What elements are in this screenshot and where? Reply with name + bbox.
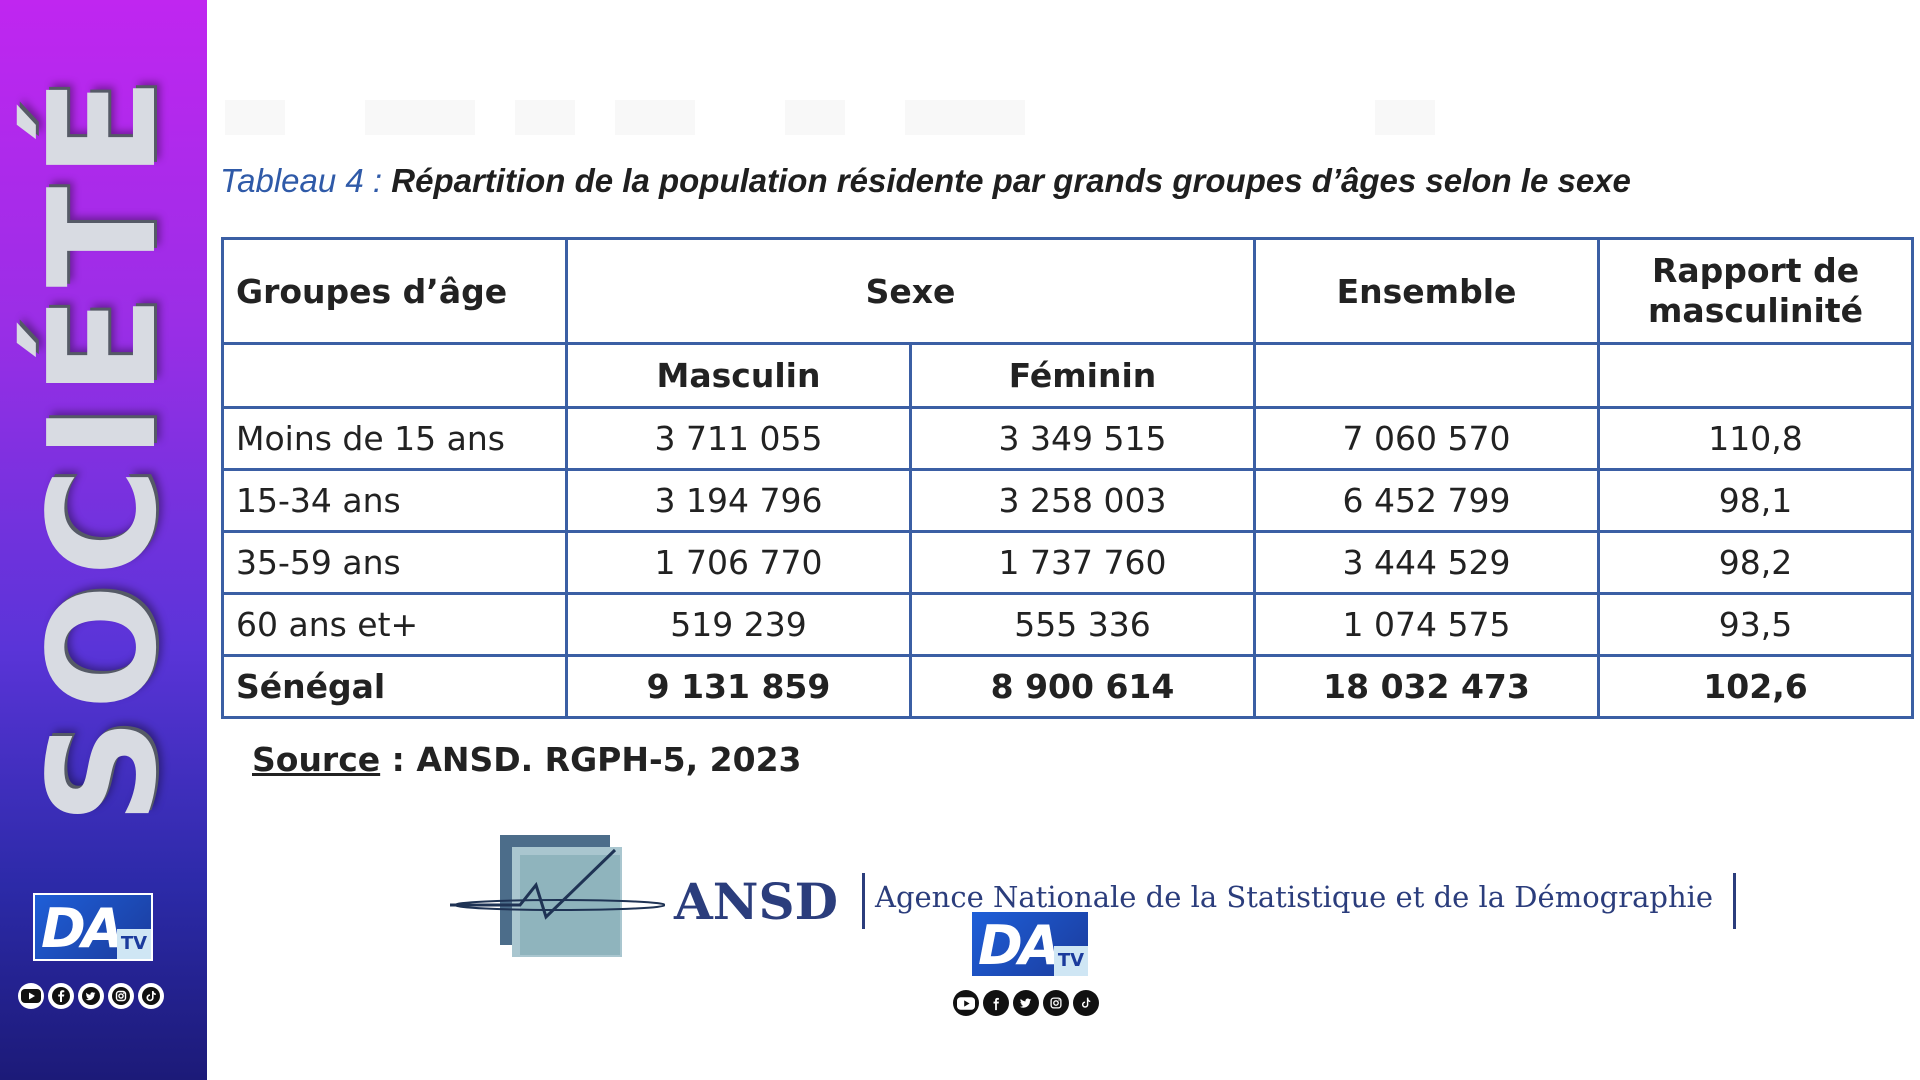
facebook-icon[interactable] bbox=[48, 983, 74, 1009]
cell-male: 3 711 055 bbox=[565, 406, 912, 471]
cell-group: 15-34 ans bbox=[221, 468, 568, 533]
header-female: Féminin bbox=[908, 342, 1257, 409]
cell-female: 8 900 614 bbox=[908, 654, 1257, 719]
ansd-emblem bbox=[450, 835, 666, 969]
social-links bbox=[18, 983, 164, 1009]
faint-background-strip bbox=[225, 95, 1625, 140]
agency-separator-right bbox=[1733, 873, 1736, 929]
twitter-icon bbox=[1013, 990, 1039, 1016]
header-row-sub: Masculin Féminin bbox=[221, 342, 1915, 409]
section-label: SOCIÉTÉ bbox=[17, 69, 189, 825]
header-row-main: Groupes d’âge Sexe Ensemble Rapport de m… bbox=[221, 237, 1915, 345]
youtube-icon bbox=[953, 990, 979, 1016]
instagram-icon[interactable] bbox=[108, 983, 134, 1009]
header-male: Masculin bbox=[565, 342, 912, 409]
instagram-icon bbox=[1043, 990, 1069, 1016]
caption-lead: Tableau 4 : bbox=[220, 162, 383, 199]
cell-total: 6 452 799 bbox=[1253, 468, 1601, 533]
cell-male: 1 706 770 bbox=[565, 530, 912, 595]
header-empty-cell bbox=[1253, 342, 1601, 409]
header-total: Ensemble bbox=[1253, 237, 1601, 345]
logo-text: DA bbox=[978, 914, 1061, 977]
agency-acronym: ANSD bbox=[674, 872, 838, 931]
population-table: Groupes d’âge Sexe Ensemble Rapport de m… bbox=[221, 237, 1915, 719]
cell-ratio: 98,1 bbox=[1597, 468, 1915, 533]
side-banner: SOCIÉTÉ DA TV bbox=[0, 0, 207, 1080]
cell-group: Sénégal bbox=[221, 654, 568, 719]
caption-title: Répartition de la population résidente p… bbox=[391, 162, 1631, 199]
cell-female: 3 258 003 bbox=[908, 468, 1257, 533]
table-row: 60 ans et+ 519 239 555 336 1 074 575 93,… bbox=[221, 592, 1915, 657]
table-row: Moins de 15 ans 3 711 055 3 349 515 7 06… bbox=[221, 406, 1915, 471]
table-caption: Tableau 4 : Répartition de la population… bbox=[220, 162, 1631, 200]
cell-group: 60 ans et+ bbox=[221, 592, 568, 657]
cell-female: 555 336 bbox=[908, 592, 1257, 657]
logo-badge: TV bbox=[117, 929, 151, 959]
datv-watermark-logo: DA TV bbox=[970, 910, 1090, 978]
cell-group: Moins de 15 ans bbox=[221, 406, 568, 471]
total-row: Sénégal 9 131 859 8 900 614 18 032 473 1… bbox=[221, 654, 1915, 719]
header-age-group: Groupes d’âge bbox=[221, 237, 568, 345]
facebook-icon bbox=[983, 990, 1009, 1016]
agency-full-name: Agence Nationale de la Statistique et de… bbox=[875, 880, 1714, 914]
youtube-icon[interactable] bbox=[18, 983, 44, 1009]
cell-female: 3 349 515 bbox=[908, 406, 1257, 471]
source-line: Source : ANSD. RGPH-5, 2023 bbox=[252, 740, 802, 779]
cell-male: 519 239 bbox=[565, 592, 912, 657]
header-sex: Sexe bbox=[564, 237, 1257, 345]
cell-ratio: 93,5 bbox=[1597, 592, 1915, 657]
watermark-social-links bbox=[953, 990, 1099, 1016]
logo-badge: TV bbox=[1054, 946, 1088, 976]
table-row: 35-59 ans 1 706 770 1 737 760 3 444 529 … bbox=[221, 530, 1915, 595]
tiktok-icon[interactable] bbox=[138, 983, 164, 1009]
cell-total: 1 074 575 bbox=[1253, 592, 1601, 657]
twitter-icon[interactable] bbox=[78, 983, 104, 1009]
source-text: : ANSD. RGPH-5, 2023 bbox=[380, 740, 802, 779]
cell-ratio: 102,6 bbox=[1597, 654, 1915, 719]
cell-total: 7 060 570 bbox=[1253, 406, 1601, 471]
table-row: 15-34 ans 3 194 796 3 258 003 6 452 799 … bbox=[221, 468, 1915, 533]
header-ratio: Rapport de masculinité bbox=[1597, 237, 1915, 345]
logo-text: DA bbox=[41, 897, 124, 960]
cell-ratio: 110,8 bbox=[1597, 406, 1915, 471]
cell-group: 35-59 ans bbox=[221, 530, 568, 595]
datv-logo[interactable]: DA TV bbox=[33, 893, 153, 961]
tiktok-icon bbox=[1073, 990, 1099, 1016]
cell-male: 3 194 796 bbox=[565, 468, 912, 533]
cell-male: 9 131 859 bbox=[565, 654, 912, 719]
agency-separator-left bbox=[862, 873, 865, 929]
header-empty-cell bbox=[1597, 342, 1915, 409]
cell-female: 1 737 760 bbox=[908, 530, 1257, 595]
source-label: Source bbox=[252, 740, 381, 779]
cell-total: 18 032 473 bbox=[1253, 654, 1601, 719]
cell-total: 3 444 529 bbox=[1253, 530, 1601, 595]
header-empty-cell bbox=[221, 342, 568, 409]
cell-ratio: 98,2 bbox=[1597, 530, 1915, 595]
